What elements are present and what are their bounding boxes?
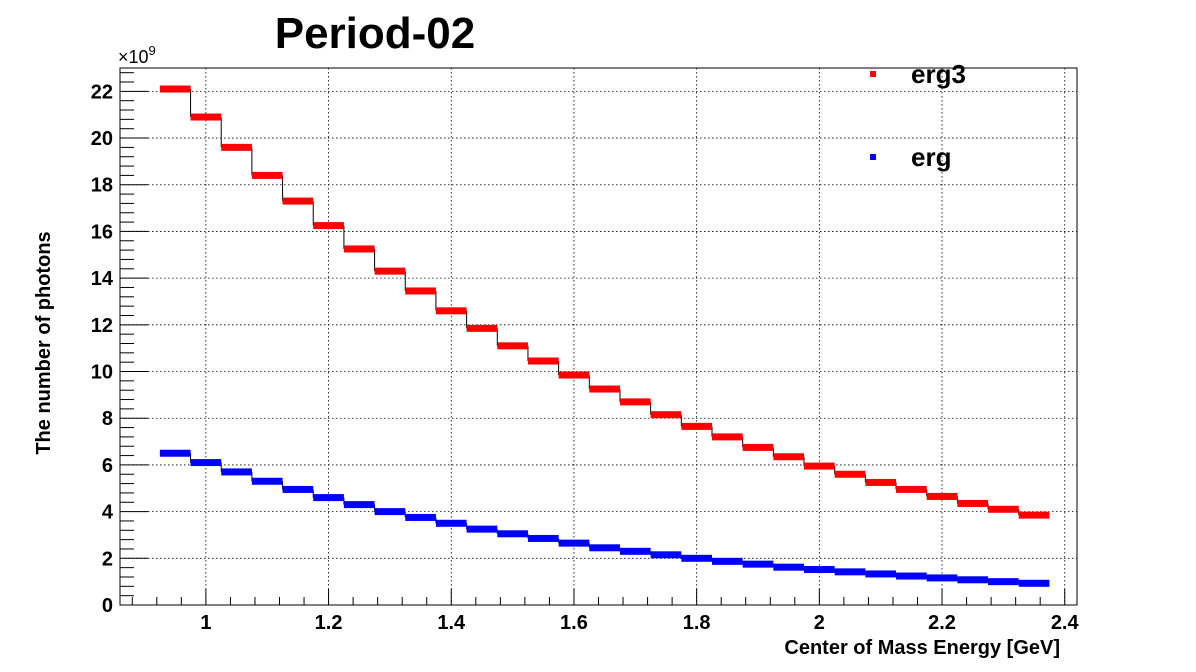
data-bin	[190, 113, 222, 121]
y-tick-label: 4	[102, 502, 114, 524]
data-bin	[527, 534, 559, 542]
data-bin	[619, 547, 651, 555]
data-bin	[374, 508, 406, 516]
data-bin	[282, 485, 314, 493]
data-bin	[589, 385, 620, 393]
data-bin	[343, 501, 375, 509]
data-bin	[589, 544, 620, 552]
y-tick-label: 2	[102, 548, 113, 570]
y-axis-title: The number of photons	[33, 231, 55, 454]
data-bin	[711, 433, 743, 441]
data-bin	[251, 171, 283, 179]
axes: 1 1.2 1.4 1.6 1.8 2 2.2 2.4 0 2 4 6 8 10 12 14 16 18 20 22	[91, 72, 1080, 634]
x-tick-label: 2.2	[928, 612, 956, 634]
x-tick-label: 2	[814, 612, 825, 634]
y-exponent-text: 9	[149, 43, 156, 58]
data-bin	[221, 468, 252, 476]
data-bin	[896, 572, 927, 580]
data-bin	[834, 470, 866, 478]
legend-marker-erg	[870, 154, 876, 160]
x-tick-label: 2.4	[1051, 612, 1080, 634]
data-bin	[988, 505, 1019, 513]
data-bin	[282, 197, 314, 205]
data-bin	[957, 499, 989, 507]
data-bin	[497, 530, 528, 538]
x-tick-label: 1.6	[560, 612, 588, 634]
legend: erg3 erg	[870, 59, 966, 172]
series-layer	[159, 85, 1050, 587]
y-multiplier-label: ×109	[118, 43, 156, 67]
data-bin	[896, 485, 927, 493]
data-bin	[865, 570, 897, 578]
data-bin	[251, 477, 283, 485]
x-axis-title: Center of Mass Energy [GeV]	[784, 637, 1060, 659]
data-bin	[957, 576, 989, 584]
data-bin	[527, 357, 559, 365]
y-tick-label: 0	[102, 595, 113, 617]
data-bin	[159, 85, 191, 93]
y-multiplier-text: ×10	[118, 47, 149, 67]
data-bin	[1018, 511, 1050, 519]
x-tick-label: 1	[200, 612, 211, 634]
legend-label-erg: erg	[911, 142, 951, 172]
data-bin	[681, 554, 712, 562]
data-bin	[988, 578, 1019, 586]
data-bin	[804, 566, 835, 574]
data-bin	[374, 267, 406, 275]
data-bin	[159, 449, 191, 457]
x-tick-label: 1.8	[683, 612, 711, 634]
data-bin	[558, 371, 590, 379]
data-bin	[313, 494, 344, 502]
y-tick-label: 14	[91, 268, 114, 290]
data-bin	[773, 563, 805, 571]
data-bin	[313, 222, 344, 230]
series-erg	[159, 449, 1050, 587]
data-bin	[926, 574, 958, 582]
y-tick-label: 8	[102, 408, 113, 430]
y-tick-label: 20	[91, 128, 113, 150]
x-tick-label: 1.4	[437, 612, 466, 634]
data-bin	[435, 519, 467, 527]
data-bin	[650, 411, 682, 419]
data-bin	[773, 453, 805, 461]
data-bin	[190, 459, 222, 467]
data-bin	[405, 513, 436, 521]
data-bin	[650, 551, 682, 559]
data-bin	[681, 422, 712, 430]
data-bin	[804, 462, 835, 470]
y-tick-label: 10	[91, 362, 113, 384]
legend-marker-erg3	[870, 71, 876, 77]
data-bin	[742, 560, 774, 568]
y-tick-label: 22	[91, 81, 113, 103]
y-tick-label: 18	[91, 175, 113, 197]
data-bin	[742, 443, 774, 451]
data-bin	[558, 539, 590, 547]
x-tick-label: 1.2	[315, 612, 343, 634]
data-bin	[466, 525, 498, 533]
series-erg3	[159, 85, 1050, 519]
data-bin	[834, 568, 866, 576]
y-tick-label: 12	[91, 315, 113, 337]
y-tick-label: 16	[91, 221, 113, 243]
data-bin	[435, 307, 467, 315]
data-bin	[221, 143, 252, 151]
grid	[120, 68, 1077, 605]
data-bin	[466, 324, 498, 332]
data-bin	[497, 342, 528, 350]
data-bin	[343, 245, 375, 253]
data-bin	[405, 287, 436, 295]
y-tick-label: 6	[102, 455, 113, 477]
legend-label-erg3: erg3	[911, 59, 966, 89]
data-bin	[865, 478, 897, 486]
data-bin	[926, 492, 958, 500]
data-bin	[711, 557, 743, 565]
chart-title: Period-02	[275, 9, 476, 58]
data-bin	[1018, 579, 1050, 587]
data-bin	[619, 398, 651, 406]
